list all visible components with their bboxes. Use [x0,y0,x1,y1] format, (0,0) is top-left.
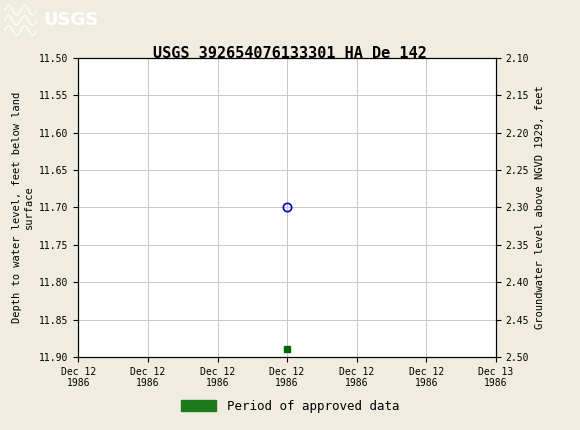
Y-axis label: Depth to water level, feet below land
surface: Depth to water level, feet below land su… [12,92,34,323]
Legend: Period of approved data: Period of approved data [175,394,405,419]
Y-axis label: Groundwater level above NGVD 1929, feet: Groundwater level above NGVD 1929, feet [535,86,545,329]
Text: USGS: USGS [44,12,99,29]
Text: USGS 392654076133301 HA De 142: USGS 392654076133301 HA De 142 [153,46,427,61]
